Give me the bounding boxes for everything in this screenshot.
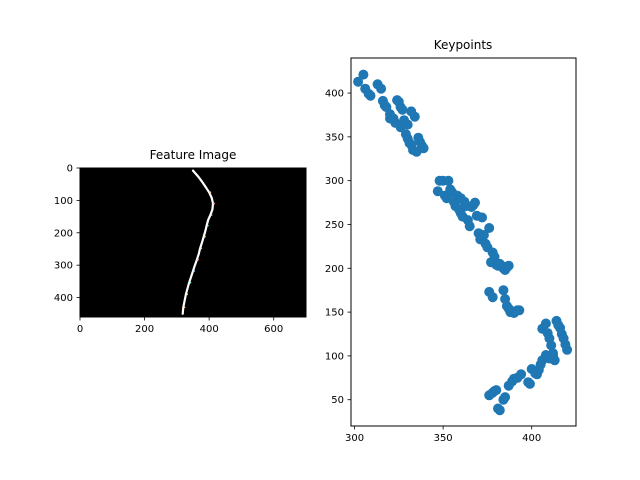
keypoint-marker [402,119,413,130]
x-tick-label: 0 [77,324,83,335]
feature-speck [193,270,196,272]
keypoint-marker [358,69,369,80]
keypoint-marker [500,392,511,403]
feature-image-axes: 0 200 400 600 0 100 200 300 400 Feature Image [54,148,307,335]
x-tick-label: 350 [434,433,453,444]
feature-speck [213,202,216,205]
y-tick-label: 100 [325,351,344,362]
keypoint-marker [540,318,551,329]
keypoint-marker [365,90,376,101]
keypoint-marker [478,230,489,240]
keypoints-x-ticks: 300 350 400 [345,426,541,444]
x-tick-label: 300 [345,433,364,444]
feature-speck [186,293,188,296]
feature-speck [197,258,199,261]
keypoint-marker [548,348,558,359]
keypoint-marker [376,83,387,94]
keypoint-marker [532,369,542,380]
y-tick-label: 400 [54,293,73,304]
keypoints-y-ticks: 50 100 150 200 250 300 350 400 [325,89,351,406]
keypoints-scatter [353,69,573,416]
y-tick-label: 400 [325,89,344,100]
keypoint-marker [516,369,527,380]
keypoint-marker [546,340,557,351]
feature-trace-line [181,169,215,315]
y-tick-label: 200 [325,264,344,275]
keypoint-marker [470,197,480,208]
feature-image-trace [181,169,216,315]
keypoint-marker [487,292,498,303]
keypoints-axes: 300 350 400 50 100 150 200 250 300 350 400 Keypoi… [325,38,577,444]
x-tick-label: 200 [135,324,154,335]
keypoint-marker [494,405,505,416]
y-tick-label: 100 [54,196,73,207]
keypoint-marker [477,212,488,223]
keypoint-marker [514,305,525,316]
feature-speck [203,235,206,238]
y-tick-label: 250 [325,220,344,231]
feature-image-background [80,168,306,317]
y-tick-label: 300 [325,176,344,187]
keypoint-marker [443,175,454,186]
keypoint-marker [406,106,417,117]
feature-speck [209,191,212,194]
y-tick-label: 300 [54,261,73,272]
feature-image-y-ticks: 0 100 200 300 400 [54,164,80,304]
feature-speck [206,224,209,227]
feature-speck [183,306,186,309]
y-tick-label: 350 [325,132,344,143]
y-tick-label: 0 [67,164,73,175]
y-tick-label: 150 [325,308,344,319]
feature-speck [200,247,203,250]
keypoints-title: Keypoints [434,38,493,52]
keypoint-marker [464,221,475,232]
x-tick-label: 400 [200,324,219,335]
keypoint-marker [353,76,364,87]
x-tick-label: 600 [264,324,283,335]
keypoint-marker [418,143,429,154]
keypoint-marker [491,385,502,396]
keypoint-marker [503,260,514,271]
keypoint-marker [498,285,509,296]
y-tick-label: 200 [54,228,73,239]
feature-image-x-ticks: 0 200 400 600 [77,317,283,335]
feature-image-title: Feature Image [150,148,237,162]
keypoint-marker [397,104,408,115]
x-tick-label: 400 [522,433,541,444]
y-tick-label: 50 [331,395,344,406]
keypoint-marker [524,378,535,389]
feature-image-frame [79,167,307,318]
keypoint-marker [489,251,500,262]
feature-speck [189,281,192,284]
feature-speck [210,214,213,216]
keypoint-marker [562,344,573,355]
keypoint-marker [484,223,495,233]
